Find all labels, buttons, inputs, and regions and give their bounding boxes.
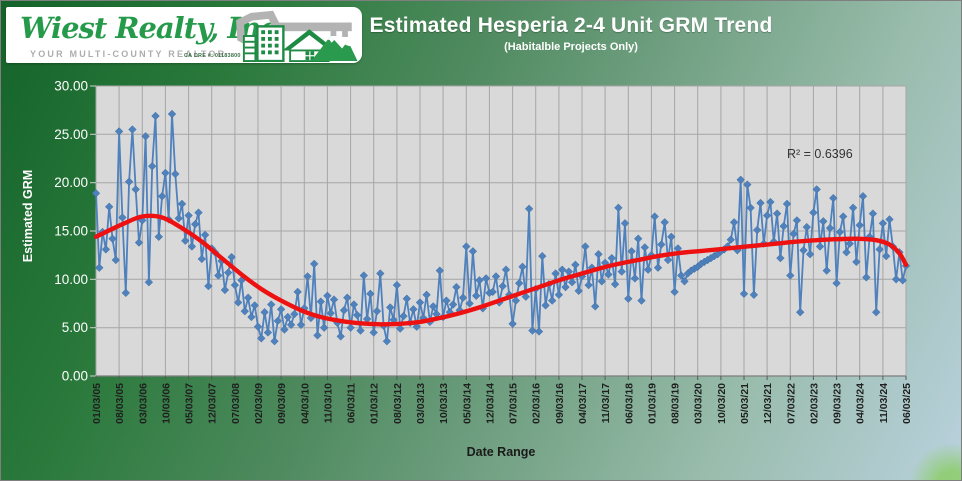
x-tick-label: 10/03/20 [716, 383, 728, 424]
chart-header: Estimated Hesperia 2-4 Unit GRM Trend (H… [331, 14, 811, 53]
x-axis-title: Date Range [467, 445, 536, 459]
x-tick-label: 09/03/09 [276, 383, 288, 424]
x-tick-label: 05/03/21 [739, 383, 751, 424]
x-tick-label: 01/03/12 [369, 383, 381, 424]
x-tick-label: 06/03/11 [346, 383, 358, 423]
x-tick-label: 12/03/14 [484, 383, 496, 424]
building-icon [242, 25, 285, 62]
mountains-icon [311, 36, 358, 62]
x-tick-label: 01/03/05 [91, 383, 103, 424]
y-axis-title: Estimated GRM [21, 170, 35, 262]
x-tick-label: 02/03/23 [808, 383, 820, 424]
x-tick-label: 01/03/19 [646, 383, 658, 424]
y-tick-label: 20.00 [54, 175, 88, 190]
x-tick-label: 04/03/10 [299, 383, 311, 424]
x-tick-label: 04/03/24 [855, 383, 867, 424]
x-tick-label: 03/03/13 [415, 383, 427, 424]
x-tick-label: 02/03/16 [531, 383, 543, 424]
logo-license-number: CA DRE #: 01183800 [184, 53, 241, 59]
x-tick-label: 12/03/21 [762, 383, 774, 424]
y-tick-label: 25.00 [54, 127, 88, 142]
x-tick-label: 08/03/05 [114, 383, 126, 424]
y-tick-label: 30.00 [54, 79, 88, 94]
x-tick-label: 03/03/06 [137, 383, 149, 424]
x-tick-label: 03/03/20 [693, 383, 705, 424]
x-tick-label: 09/03/16 [554, 383, 566, 424]
x-tick-label: 10/03/06 [160, 383, 172, 424]
x-tick-label: 07/03/08 [230, 383, 242, 424]
y-tick-label: 0.00 [62, 369, 88, 384]
x-tick-label: 08/03/12 [392, 383, 404, 424]
chart-title: Estimated Hesperia 2-4 Unit GRM Trend [369, 14, 773, 37]
x-tick-label: 05/03/14 [461, 383, 473, 424]
y-tick-label: 10.00 [54, 272, 88, 287]
x-tick-label: 10/03/13 [438, 383, 450, 424]
x-tick-label: 08/03/19 [670, 383, 682, 424]
x-tick-label: 11/03/10 [322, 383, 334, 423]
x-tick-label: 02/03/09 [253, 383, 265, 424]
y-tick-label: 15.00 [54, 224, 88, 239]
x-tick-label: 06/03/18 [623, 383, 635, 424]
x-tick-label: 11/03/24 [878, 383, 890, 423]
x-tick-label: 07/03/22 [785, 383, 797, 424]
x-tick-label: 12/03/07 [207, 383, 219, 424]
company-logo: Wiest Realty, Inc YOUR MULTI-COUNTY REAL… [6, 7, 362, 63]
x-tick-label: 05/03/07 [184, 383, 196, 424]
x-tick-label: 06/03/25 [901, 383, 913, 424]
x-tick-label: 11/03/17 [600, 383, 612, 423]
logo-tagline: YOUR MULTI-COUNTY REALTOR [30, 49, 227, 59]
chart-subtitle: (Habitalble Projects Only) [504, 41, 638, 53]
x-tick-label: 07/03/15 [508, 383, 520, 424]
logo-company-name: Wiest Realty, Inc [20, 11, 278, 45]
logo-graphic [236, 10, 358, 62]
r-squared-annotation: R² = 0.6396 [787, 147, 853, 161]
x-tick-label: 09/03/23 [832, 383, 844, 424]
trend-line [93, 213, 909, 327]
x-tick-label: 04/03/17 [577, 383, 589, 424]
y-tick-label: 5.00 [62, 320, 88, 335]
